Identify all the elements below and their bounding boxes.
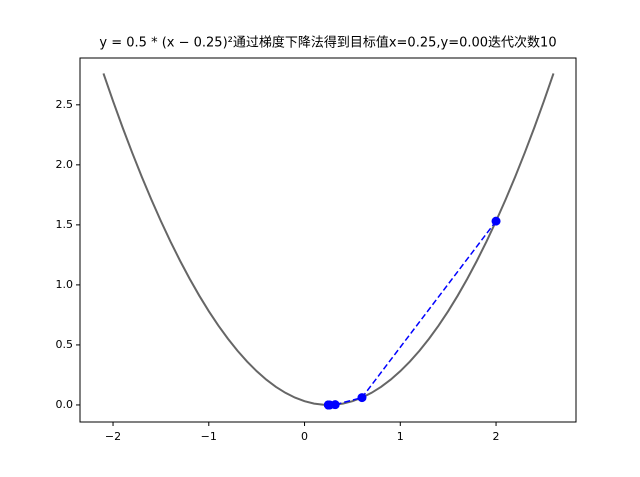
plot-frame <box>79 57 577 423</box>
point <box>323 400 333 410</box>
point <box>491 216 501 226</box>
x-tick-label: −2 <box>105 430 121 443</box>
y-tick-label: 0.5 <box>56 338 74 351</box>
x-tick-label: 1 <box>397 430 404 443</box>
y-tick-label: 1.0 <box>56 278 74 291</box>
x-tick-label: −1 <box>201 430 217 443</box>
x-tick-label: 0 <box>301 430 308 443</box>
y-tick-label: 0.0 <box>56 398 74 411</box>
chart-title: y = 0.5 * (x − 0.25)²通过梯度下降法得到目标值x=0.25,… <box>99 35 556 51</box>
y-tick-label: 2.5 <box>56 98 74 111</box>
x-tick-label: 2 <box>493 430 500 443</box>
point <box>357 393 367 403</box>
y-tick-label: 2.0 <box>56 158 74 171</box>
y-tick-label: 1.5 <box>56 218 74 231</box>
